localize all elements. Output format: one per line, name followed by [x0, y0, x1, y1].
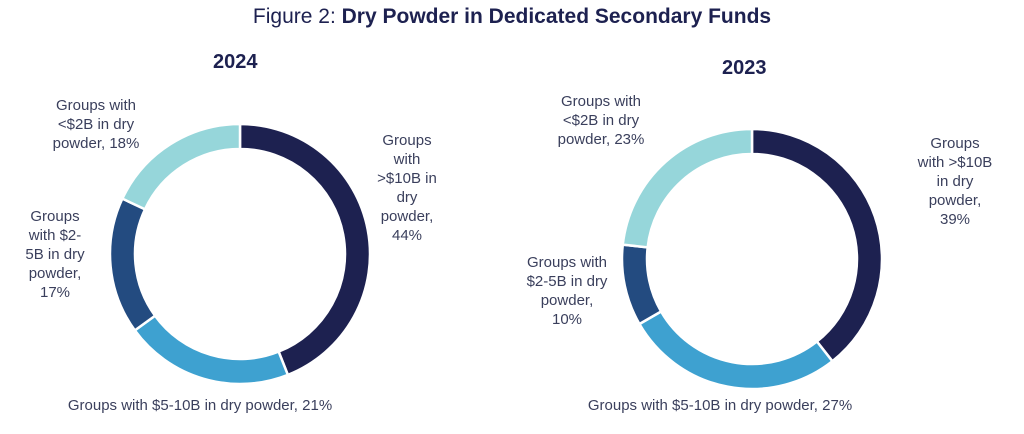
label-2024-over-10b: Groups with >$10B in dry powder, 44% [367, 131, 447, 245]
label-line: <$2B in dry [562, 112, 640, 129]
label-line: powder, [928, 192, 982, 209]
label-line: >$10B in [377, 170, 437, 187]
label-line: Groups with $5-10B in dry powder, 27% [587, 397, 853, 414]
label-line: 10% [551, 311, 583, 328]
label-2023-5-10b: Groups with $5-10B in dry powder, 27% [540, 396, 900, 415]
label-2023-under-2b: Groups with <$2B in dry powder, 23% [541, 92, 661, 149]
label-line: with $2- [28, 227, 82, 244]
label-line: Groups [30, 208, 80, 225]
label-line: 5B in dry [25, 246, 85, 263]
label-2024-2-5b: Groups with $2- 5B in dry powder, 17% [15, 207, 95, 302]
donut-slice-2023-3 [621, 127, 754, 249]
label-line: powder, [540, 292, 594, 309]
label-line: 39% [939, 211, 971, 228]
label-line: with >$10B [917, 154, 993, 171]
label-2024-under-2b: Groups with <$2B in dry powder, 18% [36, 96, 156, 153]
label-line: Groups with $5-10B in dry powder, 21% [67, 397, 333, 414]
label-2023-over-10b: Groups with >$10B in dry powder, 39% [900, 134, 1010, 229]
donut-slice-2023-1 [637, 309, 835, 391]
label-line: 44% [391, 227, 423, 244]
label-2024-5-10b: Groups with $5-10B in dry powder, 21% [30, 396, 370, 415]
year-label-2024: 2024 [213, 51, 258, 73]
label-line: Groups with [560, 93, 642, 110]
label-line: Groups with [526, 254, 608, 271]
year-label-2023: 2023 [722, 57, 767, 79]
label-line: powder, [28, 265, 82, 282]
label-line: 17% [39, 284, 71, 301]
label-line: <$2B in dry [57, 116, 135, 133]
label-2023-2-5b: Groups with $2-5B in dry powder, 10% [508, 253, 626, 329]
label-line: $2-5B in dry [526, 273, 608, 290]
donut-slice-2023-0 [750, 127, 884, 363]
title-main: Dry Powder in Dedicated Secondary Funds [341, 5, 772, 28]
label-line: powder, 18% [52, 135, 140, 152]
donut-slice-2024-3 [120, 122, 242, 211]
label-line: Groups [930, 135, 980, 152]
label-line: powder, [380, 208, 434, 225]
label-line: in dry [936, 173, 974, 190]
donut-slice-2023-2 [620, 243, 663, 326]
label-line: Groups with [55, 97, 137, 114]
label-line: powder, 23% [557, 131, 645, 148]
label-line: with [393, 151, 421, 168]
title-prefix: Figure 2: [252, 5, 342, 28]
label-line: Groups [382, 132, 432, 149]
chart-title: Figure 2: Dry Powder in Dedicated Second… [0, 5, 1024, 29]
label-line: dry [396, 189, 418, 206]
